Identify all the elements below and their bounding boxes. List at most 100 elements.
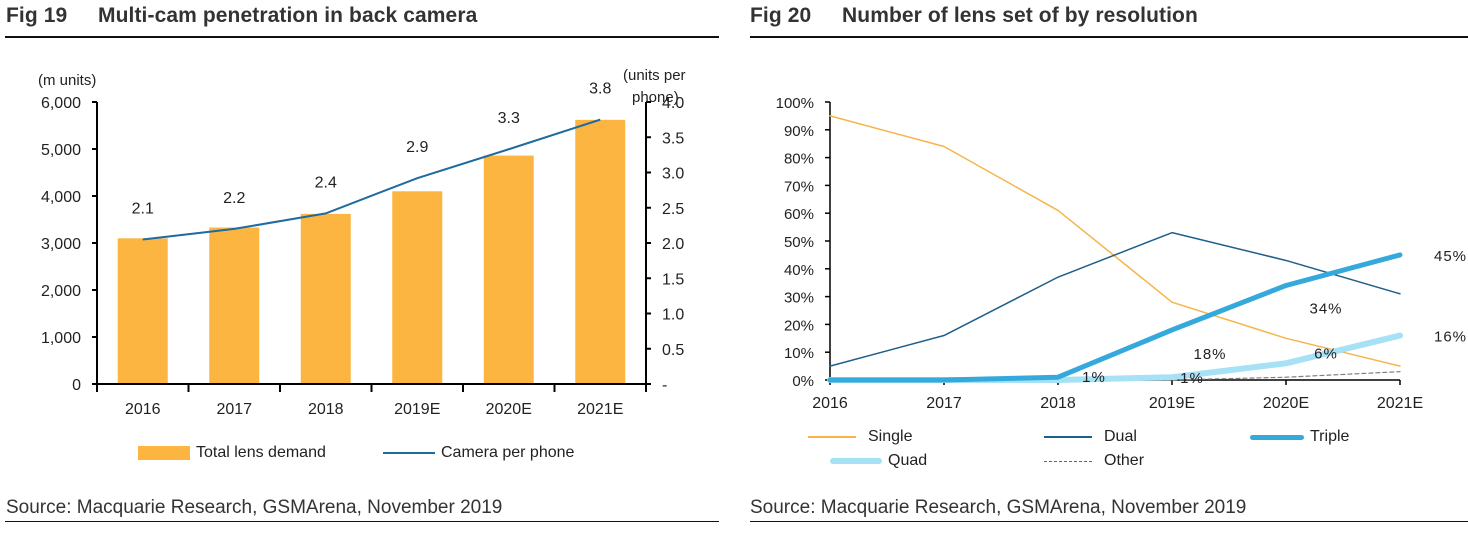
legend-item-other: Other	[1044, 452, 1144, 470]
bar-2020E	[483, 155, 534, 384]
figure-20-panel: Fig 20 Number of lens set of by resolutio…	[748, 0, 1468, 535]
right-y-tick-label: 1.5	[662, 271, 684, 288]
right-y-tick-label: 2.5	[662, 201, 684, 218]
bar-2017	[209, 227, 260, 384]
right-y-tick-label: 1.0	[662, 307, 684, 324]
legend-swatch-line	[383, 452, 435, 454]
x-tick-label: 2021E	[577, 401, 623, 418]
legend-label: Other	[1104, 452, 1145, 469]
right-y-tick-label: 3.0	[662, 166, 684, 183]
y-tick-label: 10%	[784, 345, 814, 362]
data-label: 1%	[1082, 369, 1106, 386]
left-y-tick-label: 6,000	[41, 95, 81, 112]
y-tick-label: 0%	[792, 373, 814, 390]
x-tick-label: 2016	[812, 395, 848, 412]
y-tick-label: 100%	[776, 95, 814, 112]
data-label: 45%	[1434, 248, 1467, 265]
figure-19-top-rule	[5, 36, 719, 38]
y-tick-label: 20%	[784, 317, 814, 334]
series-line-single	[829, 115, 1401, 367]
y-tick-label: 80%	[784, 151, 814, 168]
legend-item-total-lens-demand: Total lens demand	[138, 444, 326, 462]
left-y-tick-label: 5,000	[41, 142, 81, 159]
bar-2018	[300, 213, 351, 384]
legend-swatch-single	[808, 436, 856, 438]
legend-label: Dual	[1104, 428, 1137, 445]
right-y-axis-title-line1: (units per	[623, 67, 686, 84]
figure-19-source: Source: Macquarie Research, GSMArena, No…	[6, 497, 503, 518]
data-label: 2.4	[315, 174, 337, 191]
x-tick-label: 2017	[926, 395, 962, 412]
legend-item-camera-per-phone: Camera per phone	[383, 444, 574, 462]
bar-2019E	[392, 191, 443, 384]
figure-19-title-text: Multi-cam penetration in back camera	[98, 4, 478, 27]
legend-item-dual: Dual	[1044, 428, 1137, 446]
bar-2016	[117, 238, 168, 384]
y-tick-label: 60%	[784, 206, 814, 223]
right-y-tick-label: 3.5	[662, 130, 684, 147]
legend-swatch-other	[1044, 460, 1092, 462]
left-y-tick-label: 3,000	[41, 236, 81, 253]
legend-item-quad: Quad	[830, 452, 927, 470]
right-y-tick-label: 2.0	[662, 236, 684, 253]
legend-label: Triple	[1310, 428, 1350, 445]
figure-19-panel: Fig 19 Multi-cam penetration in back came…	[0, 0, 720, 535]
series-line-dual	[829, 231, 1401, 367]
y-tick-label: 40%	[784, 262, 814, 279]
legend-swatch-quad	[830, 458, 882, 464]
x-tick-label: 2020E	[1263, 395, 1309, 412]
right-y-tick-label: 0.5	[662, 342, 684, 359]
legend-label: Single	[868, 428, 913, 445]
camera-per-phone-line	[142, 118, 601, 241]
x-tick-label: 2017	[216, 401, 252, 418]
legend-label: Camera per phone	[441, 444, 575, 461]
right-y-tick-label: 4.0	[662, 95, 684, 112]
data-label: 3.3	[498, 110, 520, 127]
figure-20-chart: 0% 10% 20% 30% 40% 50% 60% 70% 80% 90% 100% 2016 201…	[776, 95, 1467, 412]
x-tick-label: 2019E	[394, 401, 440, 418]
figure-20-number: Fig 20	[750, 4, 812, 27]
legend-label: Total lens demand	[196, 444, 326, 461]
y-tick-label: 50%	[784, 234, 814, 251]
figure-19-title: Fig 19 Multi-cam penetration in back came…	[6, 4, 477, 28]
figure-20-top-rule	[750, 36, 1468, 38]
figure-19-chart: 0 1,000 2,000 3,000 4,000 5,000 6,000 (m units)…	[38, 67, 686, 418]
left-y-axis-title: (m units)	[38, 72, 96, 89]
figure-20-title-text: Number of lens set of by resolution	[842, 4, 1198, 27]
series-line-triple	[827, 252, 1403, 383]
legend-label: Quad	[888, 452, 928, 469]
legend-item-single: Single	[808, 428, 912, 446]
data-label: 2.2	[223, 190, 245, 207]
data-label: 3.8	[589, 81, 611, 98]
y-tick-label: 90%	[784, 123, 814, 140]
x-tick-label: 2018	[308, 401, 344, 418]
bar-2021E	[575, 119, 626, 385]
data-label: 1%	[1180, 370, 1204, 387]
x-tick-label: 2020E	[486, 401, 532, 418]
figure-19-bottom-rule	[5, 521, 719, 522]
data-label: 2.9	[406, 139, 428, 156]
figure-19-number: Fig 19	[6, 4, 68, 27]
data-label: 16%	[1434, 329, 1467, 346]
data-label: 6%	[1314, 345, 1338, 362]
legend-swatch-triple	[1250, 434, 1304, 440]
left-y-tick-label: 0	[72, 377, 81, 394]
data-label: 34%	[1309, 300, 1342, 317]
x-tick-label: 2019E	[1149, 395, 1195, 412]
figure-20-bottom-rule	[750, 521, 1468, 522]
data-label: 18%	[1193, 346, 1226, 363]
figure-20-title: Fig 20 Number of lens set of by resolutio…	[750, 4, 1198, 28]
y-tick-label: 30%	[784, 290, 814, 307]
data-label: 2.1	[132, 200, 154, 217]
figure-20-source: Source: Macquarie Research, GSMArena, No…	[750, 497, 1247, 518]
x-tick-label: 2018	[1040, 395, 1076, 412]
legend-swatch-dual	[1044, 436, 1092, 438]
y-tick-label: 70%	[784, 178, 814, 195]
left-y-tick-label: 4,000	[41, 189, 81, 206]
right-y-tick-label: -	[662, 377, 667, 394]
x-tick-label: 2021E	[1377, 395, 1423, 412]
x-tick-label: 2016	[125, 401, 161, 418]
left-y-tick-label: 1,000	[41, 330, 81, 347]
legend-swatch-bar	[138, 446, 190, 460]
left-y-tick-label: 2,000	[41, 283, 81, 300]
